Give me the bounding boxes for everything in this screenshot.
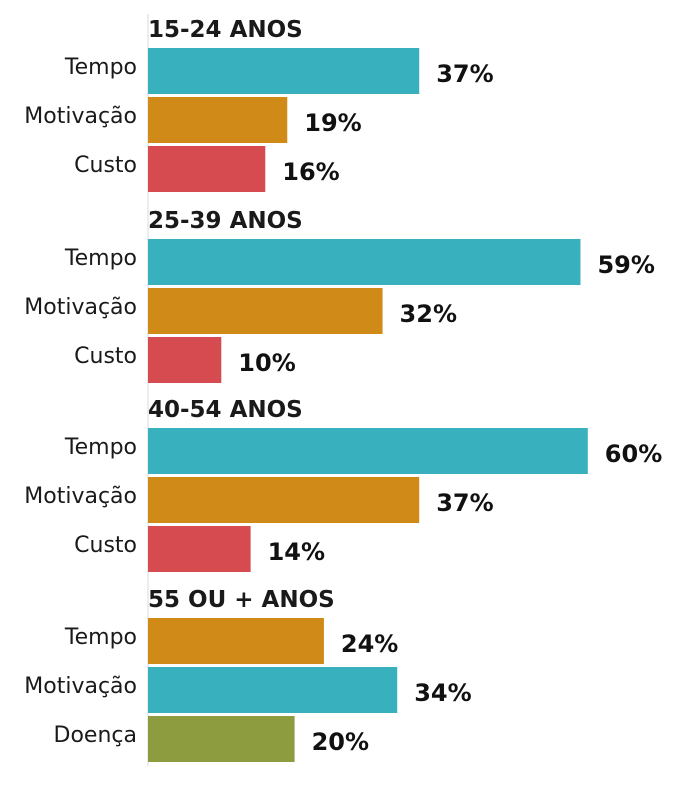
bar-tempo: [148, 428, 588, 474]
category-label-tempo: Tempo: [64, 55, 137, 80]
bar-custo: [148, 337, 222, 383]
category-label-doenca: Doença: [54, 723, 137, 748]
group-40-54-anos: 40-54 ANOS Tempo 60% Motivação 37% Custo 14%: [24, 397, 662, 572]
group-15-24-anos: 15-24 ANOS Tempo 37% Motivação 19% Custo 16%: [24, 17, 494, 192]
category-label-tempo: Tempo: [64, 435, 137, 460]
value-label-motivacao: 19%: [304, 109, 361, 137]
value-label-custo: 14%: [268, 538, 325, 566]
group-title: 15-24 ANOS: [148, 17, 303, 43]
group-25-39-anos: 25-39 ANOS Tempo 59% Motivação 32% Custo 10%: [24, 208, 655, 383]
bar-tempo: [148, 618, 324, 664]
bar-tempo: [148, 239, 581, 285]
value-label-motivacao: 37%: [436, 489, 493, 517]
category-label-custo: Custo: [74, 344, 137, 369]
category-label-tempo: Tempo: [64, 625, 137, 650]
group-title: 55 OU + ANOS: [148, 587, 335, 613]
category-label-tempo: Tempo: [64, 246, 137, 271]
category-label-motivacao: Motivação: [24, 295, 137, 320]
category-label-custo: Custo: [74, 533, 137, 558]
category-label-motivacao: Motivação: [24, 674, 137, 699]
category-label-custo: Custo: [74, 153, 137, 178]
bar-doenca: [148, 716, 295, 762]
value-label-custo: 10%: [238, 349, 295, 377]
category-label-motivacao: Motivação: [24, 484, 137, 509]
value-label-tempo: 60%: [605, 440, 662, 468]
value-label-tempo: 24%: [341, 630, 398, 658]
value-label-motivacao: 32%: [400, 300, 457, 328]
value-label-tempo: 37%: [436, 60, 493, 88]
group-title: 25-39 ANOS: [148, 208, 303, 234]
bar-custo: [148, 146, 266, 192]
bar-motivacao: [148, 477, 420, 523]
value-label-doenca: 20%: [312, 728, 369, 756]
group-title: 40-54 ANOS: [148, 397, 303, 423]
bar-motivacao: [148, 667, 398, 713]
bar-motivacao: [148, 97, 288, 143]
value-label-motivacao: 34%: [414, 679, 471, 707]
value-label-custo: 16%: [282, 158, 339, 186]
bar-groups: 15-24 ANOS Tempo 37% Motivação 19% Custo 16% 25…: [24, 17, 662, 762]
category-label-motivacao: Motivação: [24, 104, 137, 129]
bar-custo: [148, 526, 251, 572]
bar-tempo: [148, 48, 420, 94]
group-55-ou-anos: 55 OU + ANOS Tempo 24% Motivação 34% Doença 20…: [24, 587, 472, 762]
bar-motivacao: [148, 288, 383, 334]
value-label-tempo: 59%: [597, 251, 654, 279]
